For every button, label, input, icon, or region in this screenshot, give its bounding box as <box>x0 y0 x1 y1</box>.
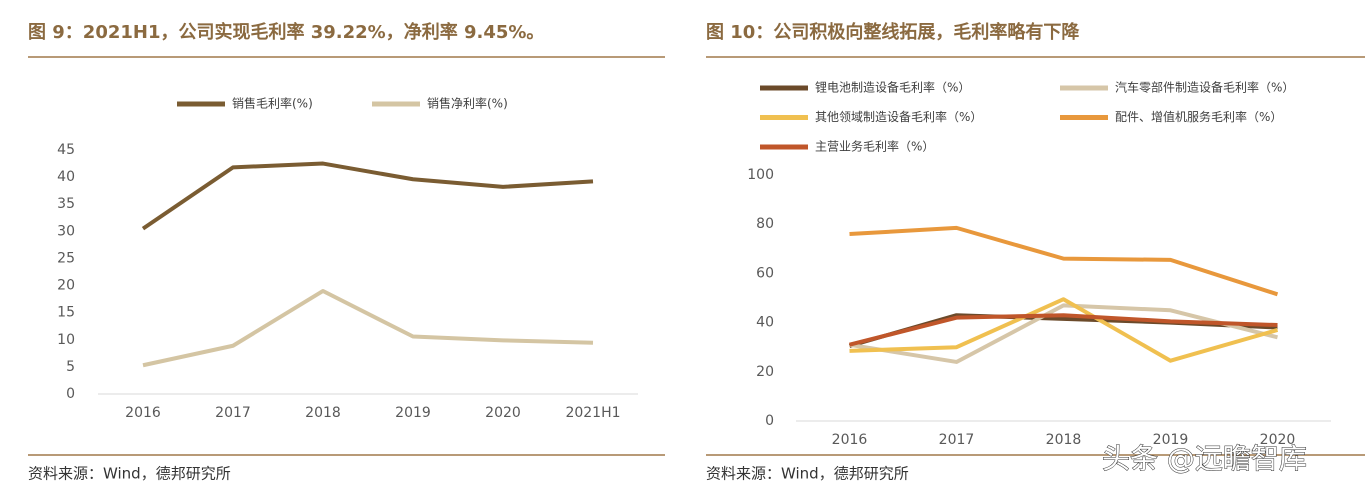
x-tick-label: 2019 <box>395 405 431 421</box>
y-tick-label: 0 <box>66 386 75 402</box>
watermark: 头条 @远瞻智库 <box>1102 442 1307 475</box>
legend-label: 其他领域制造设备毛利率（%） <box>815 109 982 124</box>
legend-label: 销售净利率(%) <box>427 96 508 111</box>
x-tick-label: 2017 <box>215 405 251 421</box>
legend-label: 配件、增值机服务毛利率（%） <box>1115 109 1282 124</box>
x-tick-label: 2020 <box>1260 432 1296 448</box>
y-tick-label: 20 <box>756 364 774 380</box>
y-tick-label: 40 <box>57 169 75 185</box>
y-tick-label: 15 <box>57 305 75 321</box>
legend-label: 锂电池制造设备毛利率（%） <box>815 80 970 95</box>
y-tick-label: 25 <box>57 250 75 266</box>
y-tick-label: 60 <box>756 265 774 281</box>
x-tick-label: 2019 <box>1153 432 1189 448</box>
series-line <box>849 313 1278 347</box>
source: 资料来源：Wind，德邦研究所 <box>28 465 231 483</box>
x-tick-label: 2017 <box>939 432 975 448</box>
x-tick-label: 2016 <box>125 405 161 421</box>
y-tick-label: 40 <box>756 315 774 331</box>
y-tick-label: 45 <box>57 142 75 158</box>
chart-title: 图 9：2021H1，公司实现毛利率 39.22%，净利率 9.45%。 <box>28 21 544 43</box>
series-line <box>849 297 1279 363</box>
y-tick-label: 80 <box>756 216 774 232</box>
x-tick-label: 2018 <box>305 405 341 421</box>
x-tick-label: 2021H1 <box>565 405 620 421</box>
y-tick-label: 0 <box>765 413 774 429</box>
y-tick-label: 10 <box>57 332 75 348</box>
chart-title: 图 10：公司积极向整线拓展，毛利率略有下降 <box>706 21 1080 43</box>
series-line <box>141 161 594 231</box>
legend-label: 销售毛利率(%) <box>232 96 313 111</box>
y-tick-label: 30 <box>57 223 75 239</box>
series-line <box>849 303 1278 364</box>
y-tick-label: 5 <box>66 359 75 375</box>
series-line <box>849 225 1279 297</box>
source: 资料来源：Wind，德邦研究所 <box>706 465 909 483</box>
legend-label: 主营业务毛利率（%） <box>815 139 934 154</box>
series-line <box>142 288 594 368</box>
x-tick-label: 2018 <box>1046 432 1082 448</box>
y-tick-label: 100 <box>747 167 774 183</box>
y-tick-label: 20 <box>57 278 75 294</box>
y-tick-label: 35 <box>57 196 75 212</box>
legend-label: 汽车零部件制造设备毛利率（%） <box>1115 80 1294 95</box>
x-tick-label: 2016 <box>832 432 868 448</box>
x-tick-label: 2020 <box>485 405 521 421</box>
